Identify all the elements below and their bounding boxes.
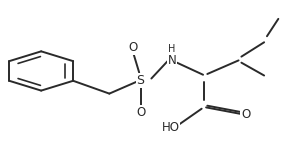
Text: O: O [129, 41, 138, 54]
Text: O: O [136, 106, 145, 119]
Text: HO: HO [161, 121, 179, 134]
Text: H: H [168, 44, 176, 54]
Text: O: O [241, 108, 250, 120]
Text: S: S [137, 74, 145, 87]
Text: N: N [168, 54, 176, 67]
